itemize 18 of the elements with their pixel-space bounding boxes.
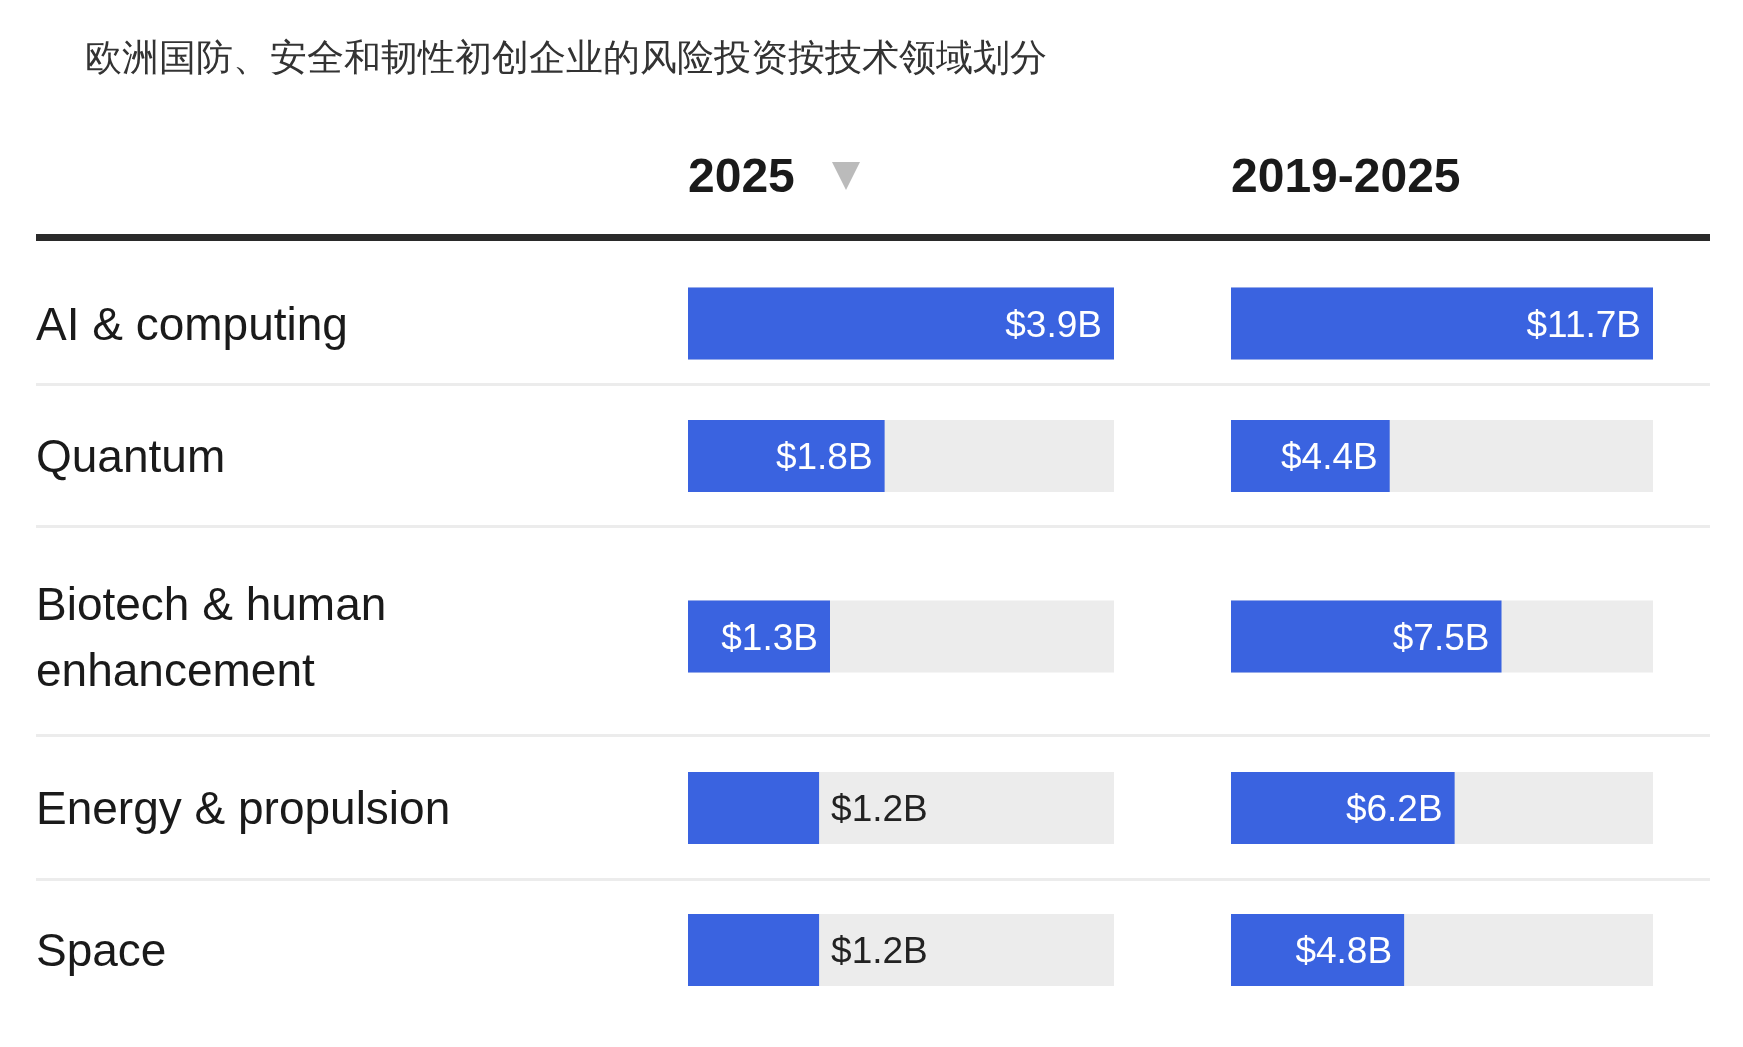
data-label: $4.4B <box>1281 436 1378 477</box>
chart-subtitle: 2019-2025 <box>1231 149 1461 202</box>
data-label: $3.9B <box>1005 303 1102 345</box>
data-label: $4.8B <box>1295 930 1393 971</box>
y-tick-label: Quantum <box>36 430 226 482</box>
y-tick-label: Biotech & human enhancement <box>36 577 387 696</box>
y-tick-label: AI & computing <box>36 297 348 350</box>
data-label: $6.2B <box>1345 788 1443 829</box>
data-label: $1.8B <box>775 436 873 477</box>
y-tick-label: Energy & propulsion <box>36 782 451 834</box>
data-label: $11.7B <box>1526 303 1641 345</box>
data-label: $1.3B <box>721 616 818 658</box>
y-tick-label: Space <box>36 924 167 976</box>
chart-title: 欧洲国防、安全和韧性初创企业的风险投资按技术领域划分 <box>85 36 1047 79</box>
data-label: $1.2B <box>831 788 928 829</box>
data-label: $1.2B <box>831 930 928 971</box>
chart-subtitle: 2025 <box>688 149 795 202</box>
data-label: $7.5B <box>1392 616 1490 658</box>
